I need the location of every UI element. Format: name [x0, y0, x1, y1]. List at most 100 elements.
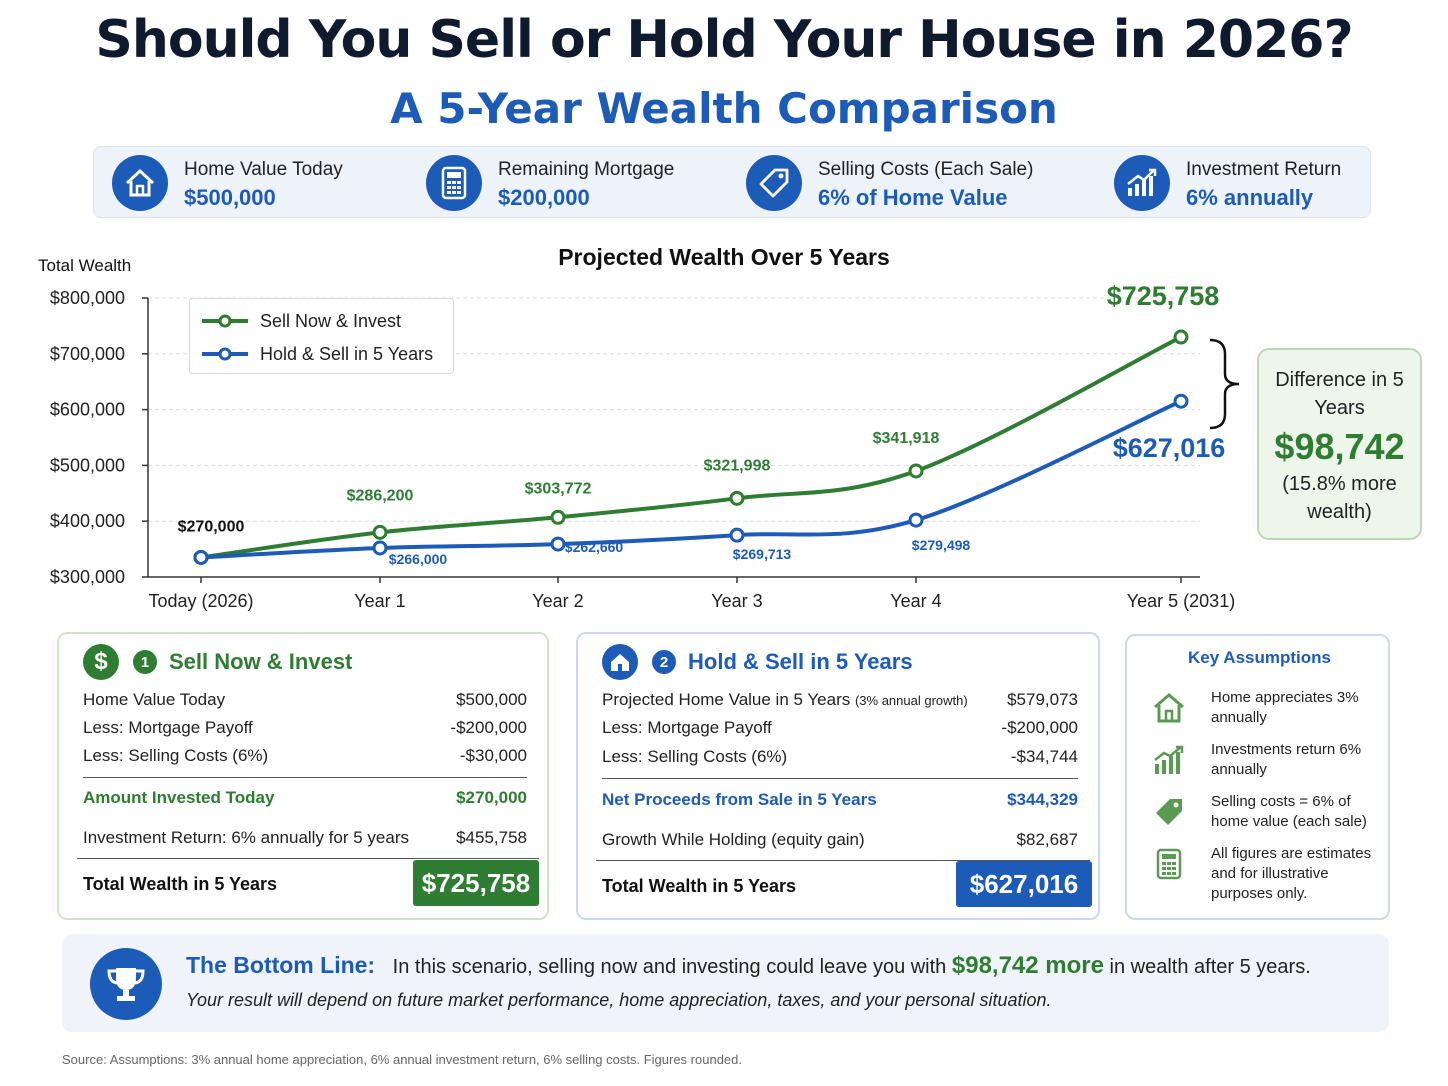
row-label: Amount Invested Today [83, 788, 275, 807]
assumption-text: Home appreciates 3% annually [1211, 689, 1359, 726]
legend-swatch-hold [202, 347, 248, 361]
bottom-line-after: in wealth after 5 years. [1109, 956, 1311, 978]
house-icon [112, 155, 168, 211]
bottom-line-disclaimer: Your result will depend on future market… [186, 990, 1052, 1010]
data-label: $725,758 [1107, 281, 1220, 311]
chart-legend: Sell Now & Invest Hold & Sell in 5 Years [189, 298, 454, 374]
legend-label: Hold & Sell in 5 Years [260, 343, 434, 364]
assumption-item: Investments return 6% annually [1151, 740, 1381, 784]
row-label: Net Proceeds from Sale in 5 Years [602, 790, 877, 809]
bottom-line-text: The Bottom Line: In this scenario, selli… [186, 952, 1311, 980]
bottom-line-before: In this scenario, selling now and invest… [392, 956, 947, 978]
price-tag-icon [746, 155, 802, 211]
stat-value: $200,000 [498, 185, 590, 210]
stats-bar: Home Value Today $500,000 Remaining Mort… [93, 146, 1371, 218]
x-tick-label: Year 1 [354, 591, 405, 611]
legend-swatch-sell [202, 314, 248, 328]
wealth-line-chart: $300,000 $400,000 $500,000 $600,000 $700,000… [50, 281, 1235, 611]
assumption-text: Investments return 6% annually [1211, 741, 1362, 778]
sell-now-card: $ 1 Sell Now & Invest Home Value Today $… [57, 632, 549, 920]
difference-label: Difference in 5 Years [1275, 369, 1404, 419]
x-tick-label: Today (2026) [148, 591, 253, 611]
stat-label: Home Value Today [184, 159, 343, 180]
row-label: Growth While Holding (equity gain) [602, 830, 865, 849]
x-tick-label: Year 5 (2031) [1127, 591, 1235, 611]
sell-card-header: $ 1 Sell Now & Invest [83, 644, 352, 680]
step-number: 2 [652, 650, 676, 674]
difference-brace [1209, 338, 1240, 430]
difference-amount: $98,742 [1274, 426, 1405, 467]
data-label: $627,016 [1113, 433, 1226, 463]
row-note: (3% annual growth) [854, 693, 968, 708]
row-value: -$200,000 [450, 718, 527, 737]
calculator-icon [1151, 846, 1187, 882]
price-tag-icon [1151, 794, 1187, 830]
row-label: Home Value Today [83, 690, 226, 709]
row-label: Less: Selling Costs (6%) [602, 747, 788, 766]
row-value: $82,687 [1016, 830, 1078, 849]
sell-card-title: Sell Now & Invest [169, 649, 353, 674]
data-label: $321,998 [704, 457, 771, 474]
dollar-icon: $ [83, 644, 119, 680]
total-label: Total Wealth in 5 Years [602, 876, 797, 896]
hold-card-title: Hold & Sell in 5 Years [688, 649, 913, 674]
data-point [372, 540, 388, 556]
row-label-text: Projected Home Value in 5 Years [602, 690, 851, 709]
assumption-text: Selling costs = 6% of home value (each s… [1211, 793, 1367, 830]
difference-callout: Difference in 5 Years $98,742 (15.8% mor… [1257, 348, 1422, 540]
assumption-item: Selling costs = 6% of home value (each s… [1151, 792, 1381, 836]
data-point [550, 536, 566, 552]
house-icon [602, 644, 638, 680]
row-value: $579,073 [1007, 690, 1078, 709]
assumption-text: All figures are estimates and for illust… [1211, 845, 1372, 902]
row-value: -$34,744 [1010, 747, 1078, 766]
data-point [908, 463, 924, 479]
legend-item-hold: Hold & Sell in 5 Years [202, 342, 433, 366]
legend-label: Sell Now & Invest [260, 310, 402, 331]
y-tick-label: $400,000 [50, 511, 125, 531]
x-tick-label: Year 4 [890, 591, 941, 611]
y-tick-label: $800,000 [50, 288, 125, 308]
table-row: Less: Selling Costs (6%) -$30,000 [83, 746, 527, 770]
hold-card-header: 2 Hold & Sell in 5 Years [602, 644, 913, 680]
page-subtitle: A 5-Year Wealth Comparison [390, 84, 1058, 133]
table-row: Home Value Today $500,000 [83, 690, 527, 714]
stat-label: Selling Costs (Each Sale) [818, 159, 1034, 180]
data-label: $279,498 [912, 537, 971, 553]
data-point [193, 549, 209, 565]
house-icon [1151, 690, 1187, 726]
data-label: $266,000 [389, 551, 448, 567]
stat-value: 6% annually [1186, 185, 1314, 210]
row-label: Projected Home Value in 5 Years (3% annu… [602, 690, 968, 710]
row-value: $344,329 [1007, 790, 1078, 809]
table-row: Less: Selling Costs (6%) -$34,744 [602, 747, 1078, 771]
key-assumptions-card: Key Assumptions Home appreciates 3% annu… [1125, 634, 1390, 920]
y-tick-label: $300,000 [50, 567, 125, 587]
growth-chart-icon [1114, 155, 1170, 211]
x-tick-label: Year 2 [532, 591, 583, 611]
hold-sell-card: 2 Hold & Sell in 5 Years Projected Home … [576, 632, 1100, 920]
stat-value: 6% of Home Value [818, 185, 1008, 210]
legend-item-sell: Sell Now & Invest [202, 309, 401, 333]
stat-label: Remaining Mortgage [498, 159, 675, 180]
row-label: Less: Mortgage Payoff [83, 718, 253, 737]
bottom-line-highlight: $98,742 more [951, 952, 1104, 979]
data-label: $303,772 [525, 480, 592, 497]
stat-value: $500,000 [184, 185, 276, 210]
data-label: $286,200 [347, 487, 414, 504]
data-label: $269,713 [733, 546, 792, 562]
x-tick-label: Year 3 [711, 591, 762, 611]
table-row: Less: Mortgage Payoff -$200,000 [83, 718, 527, 742]
data-label: $341,918 [873, 430, 940, 447]
divider [83, 777, 527, 778]
assumptions-title: Key Assumptions [1188, 648, 1331, 667]
row-value: $500,000 [456, 690, 527, 709]
step-number: 1 [133, 650, 157, 674]
difference-note: (15.8% more wealth) [1282, 473, 1397, 523]
row-label: Investment Return: 6% annually for 5 yea… [83, 828, 409, 847]
total-label: Total Wealth in 5 Years [83, 874, 278, 894]
proceeds-row: Net Proceeds from Sale in 5 Years $344,3… [602, 790, 1078, 814]
total-value-badge: $627,016 [956, 861, 1092, 907]
data-point [729, 490, 745, 506]
divider [602, 778, 1078, 779]
